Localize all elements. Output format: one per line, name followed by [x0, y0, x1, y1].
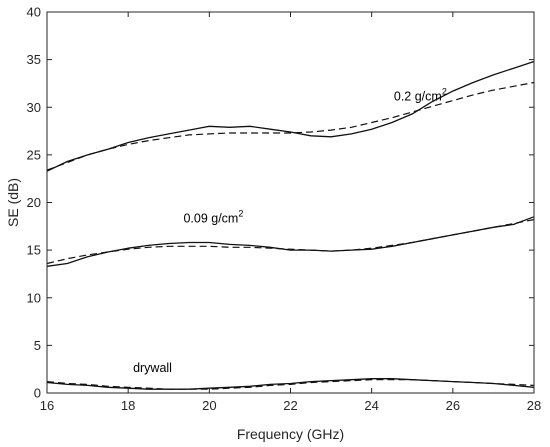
curve-label-1: 0.2 g/cm2	[394, 87, 447, 104]
y-tick-label: 20	[27, 195, 41, 210]
y-axis-title: SE (dB)	[5, 178, 21, 227]
y-tick-label: 40	[27, 5, 41, 20]
x-tick-label: 24	[364, 398, 378, 413]
y-tick-label: 15	[27, 243, 41, 258]
y-tick-label: 10	[27, 290, 41, 305]
y-tick-label: 0	[34, 386, 41, 401]
y-tick-label: 25	[27, 147, 41, 162]
y-tick-label: 35	[27, 52, 41, 67]
data-lines	[46, 60, 535, 390]
curve-label-2: 0.09 g/cm2	[183, 209, 243, 226]
series-line-1-solid	[46, 60, 535, 172]
curve-label-text: 0.09 g/cm	[183, 212, 238, 226]
series-line-2-dashed	[46, 81, 535, 171]
x-tick-label: 22	[283, 398, 297, 413]
x-tick-label: 16	[40, 398, 54, 413]
y-tick-label: 30	[27, 100, 41, 115]
plot-frame	[46, 11, 535, 394]
x-tick-label: 20	[202, 398, 216, 413]
plot-area	[47, 12, 534, 393]
x-tick-label: 18	[121, 398, 135, 413]
x-axis-title: Frequency (GHz)	[237, 426, 344, 442]
curve-label-3: drywall	[133, 361, 172, 375]
x-tick-label: 26	[446, 398, 460, 413]
curve-label-superscript: 2	[442, 87, 447, 97]
curve-label-text: drywall	[133, 361, 172, 375]
x-tick-label: 28	[527, 398, 541, 413]
series-line-4-dashed	[46, 219, 535, 265]
series-line-6-dashed	[46, 379, 535, 390]
curve-label-superscript: 2	[238, 209, 243, 219]
y-tick-label: 5	[34, 338, 41, 353]
curve-label-text: 0.2 g/cm	[394, 90, 442, 104]
